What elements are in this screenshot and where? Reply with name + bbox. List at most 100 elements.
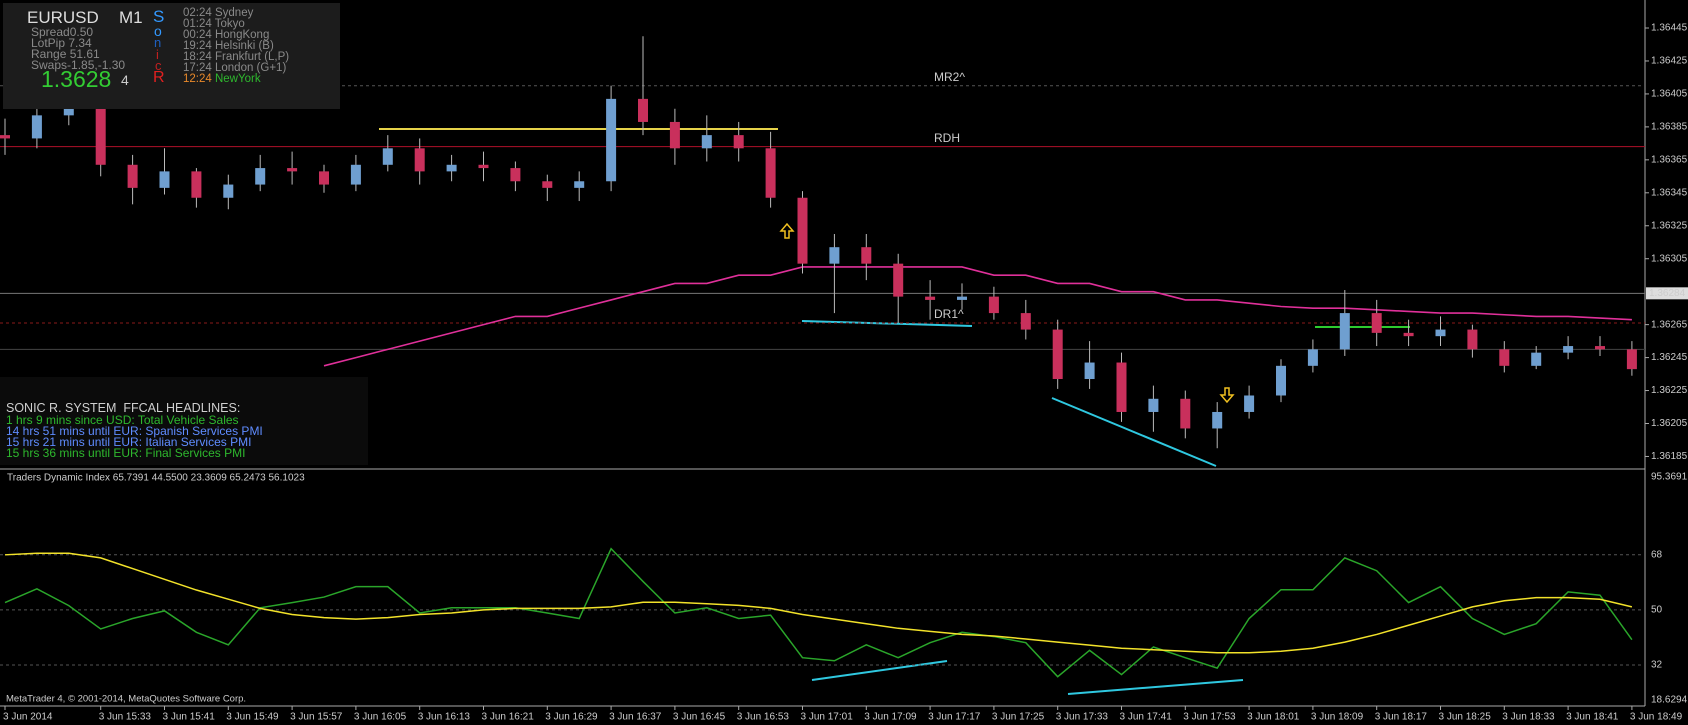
candle-body xyxy=(478,164,489,169)
session-city: Sydney xyxy=(214,7,254,19)
x-tick-label: 3 Jun 16:21 xyxy=(482,712,535,723)
session-time: 02:24 xyxy=(183,7,212,19)
candle-body xyxy=(1467,329,1478,350)
candle-body xyxy=(287,168,298,172)
level-label: RDH xyxy=(934,131,960,145)
candle-body xyxy=(1403,332,1414,337)
candle-body xyxy=(1595,346,1605,350)
candle-body xyxy=(1626,349,1637,370)
y-tick-label: 1.36245 xyxy=(1651,352,1688,363)
candle-body xyxy=(1563,346,1574,353)
info-panel: EURUSD M1 Spread0.50 LotPip 7.34 Range 5… xyxy=(3,3,340,109)
trend-line xyxy=(1067,679,1244,695)
candle-body xyxy=(1212,411,1223,429)
candle-body xyxy=(0,135,10,139)
trend-line xyxy=(811,660,948,681)
x-tick-label: 3 Jun 2014 xyxy=(3,712,53,723)
candle-body xyxy=(127,164,138,188)
x-tick-label: 3 Jun 17:41 xyxy=(1120,712,1173,723)
x-tick-label: 3 Jun 16:05 xyxy=(354,712,407,723)
candle-body xyxy=(1276,365,1286,396)
y-tick-label: 95.3691 xyxy=(1651,472,1688,483)
current-price-box xyxy=(1646,287,1688,300)
session-city: HongKong xyxy=(214,29,270,41)
x-tick-label: 3 Jun 16:37 xyxy=(609,712,662,723)
level-label: MR2^ xyxy=(934,70,965,84)
sonic-letter: S xyxy=(153,7,165,26)
candle-body xyxy=(797,197,808,264)
x-tick-label: 3 Jun 17:25 xyxy=(992,712,1045,723)
x-tick-label: 3 Jun 17:17 xyxy=(928,712,981,723)
y-tick-label: 1.36265 xyxy=(1651,319,1688,330)
candle-body xyxy=(1084,362,1095,380)
y-tick-label: 1.36425 xyxy=(1651,56,1688,67)
candle-body xyxy=(223,184,234,198)
session-city: Frankfurt (L,P) xyxy=(214,51,290,63)
timeframe: M1 xyxy=(119,8,143,27)
y-tick-label: 50 xyxy=(1651,605,1663,616)
candle-body xyxy=(255,168,266,185)
x-tick-label: 3 Jun 16:29 xyxy=(545,712,598,723)
candle-body xyxy=(159,171,170,188)
sonic-letter: o xyxy=(154,23,162,39)
candle-body xyxy=(1052,329,1063,380)
session-row: 00:24 HongKong xyxy=(183,29,289,41)
candle-body xyxy=(191,171,202,198)
digits: 4 xyxy=(121,72,129,88)
session-time: 01:24 xyxy=(183,18,212,30)
arrow-down xyxy=(1219,387,1235,404)
session-city: London (G+1) xyxy=(214,62,287,74)
session-city: Tokyo xyxy=(214,18,245,30)
candle-body xyxy=(1435,329,1446,337)
x-tick-label: 3 Jun 18:09 xyxy=(1311,712,1364,723)
y-tick-label: 1.36325 xyxy=(1651,220,1688,231)
headline: 1 hrs 9 mins since USD: Total Vehicle Sa… xyxy=(6,413,239,427)
headlines-title: SONIC R. SYSTEM FFCAL HEADLINES: xyxy=(6,401,241,415)
candle-body xyxy=(1371,313,1382,333)
x-tick-label: 3 Jun 18:41 xyxy=(1566,712,1619,723)
indicator-line xyxy=(4,547,1633,678)
info-line: Swaps-1.85,-1.30 xyxy=(31,58,126,72)
x-tick-label: 3 Jun 18:33 xyxy=(1502,712,1555,723)
symbol: EURUSD xyxy=(27,8,99,27)
candle-body xyxy=(95,102,106,165)
sonic-letter: R xyxy=(153,69,165,86)
y-tick-label: 1.36185 xyxy=(1651,451,1688,462)
candle-body xyxy=(1499,349,1510,366)
candle-body xyxy=(765,148,776,198)
candle-body xyxy=(382,148,393,165)
y-tick-label: 1.36345 xyxy=(1651,187,1688,198)
candle-body xyxy=(733,135,744,149)
x-tick-label: 3 Jun 15:41 xyxy=(163,712,216,723)
sonic-letter: i xyxy=(156,47,159,62)
session-city: NewYork xyxy=(214,73,261,85)
x-tick-label: 3 Jun 15:49 xyxy=(226,712,279,723)
candle-body xyxy=(1020,313,1031,330)
x-tick-label: 3 Jun 16:13 xyxy=(418,712,471,723)
x-tick-label: 3 Jun 18:49 xyxy=(1630,712,1683,723)
session-row: 17:24 London (G+1) xyxy=(183,62,289,74)
sonic-letter: n xyxy=(154,35,162,50)
x-tick-label: 3 Jun 17:33 xyxy=(1056,712,1109,723)
candle-body xyxy=(829,247,840,264)
x-tick-label: 3 Jun 18:01 xyxy=(1247,712,1300,723)
candle-body xyxy=(893,263,904,297)
y-tick-label: 1.36365 xyxy=(1651,154,1688,165)
session-row: 02:24 Sydney xyxy=(183,7,289,19)
y-tick-label: 1.36405 xyxy=(1651,89,1688,100)
y-tick-label: 32 xyxy=(1651,660,1663,671)
x-tick-label: 3 Jun 16:53 xyxy=(737,712,790,723)
candle-body xyxy=(1339,313,1350,350)
candle-body xyxy=(350,164,361,185)
y-tick-label: 1.36305 xyxy=(1651,253,1688,264)
candle-body xyxy=(1180,398,1191,429)
indicator-title: Traders Dynamic Index 65.7391 44.5500 23… xyxy=(7,473,305,484)
candle-body xyxy=(925,296,936,300)
candle-body xyxy=(31,115,42,139)
info-line: Spread0.50 xyxy=(31,25,94,39)
session-time: 00:24 xyxy=(183,29,212,41)
bid-price: 1.3628 xyxy=(41,66,112,92)
headline: 15 hrs 36 mins until EUR: Final Services… xyxy=(6,446,246,460)
level-label: DR1^ xyxy=(934,307,964,321)
candle-body xyxy=(606,98,617,182)
